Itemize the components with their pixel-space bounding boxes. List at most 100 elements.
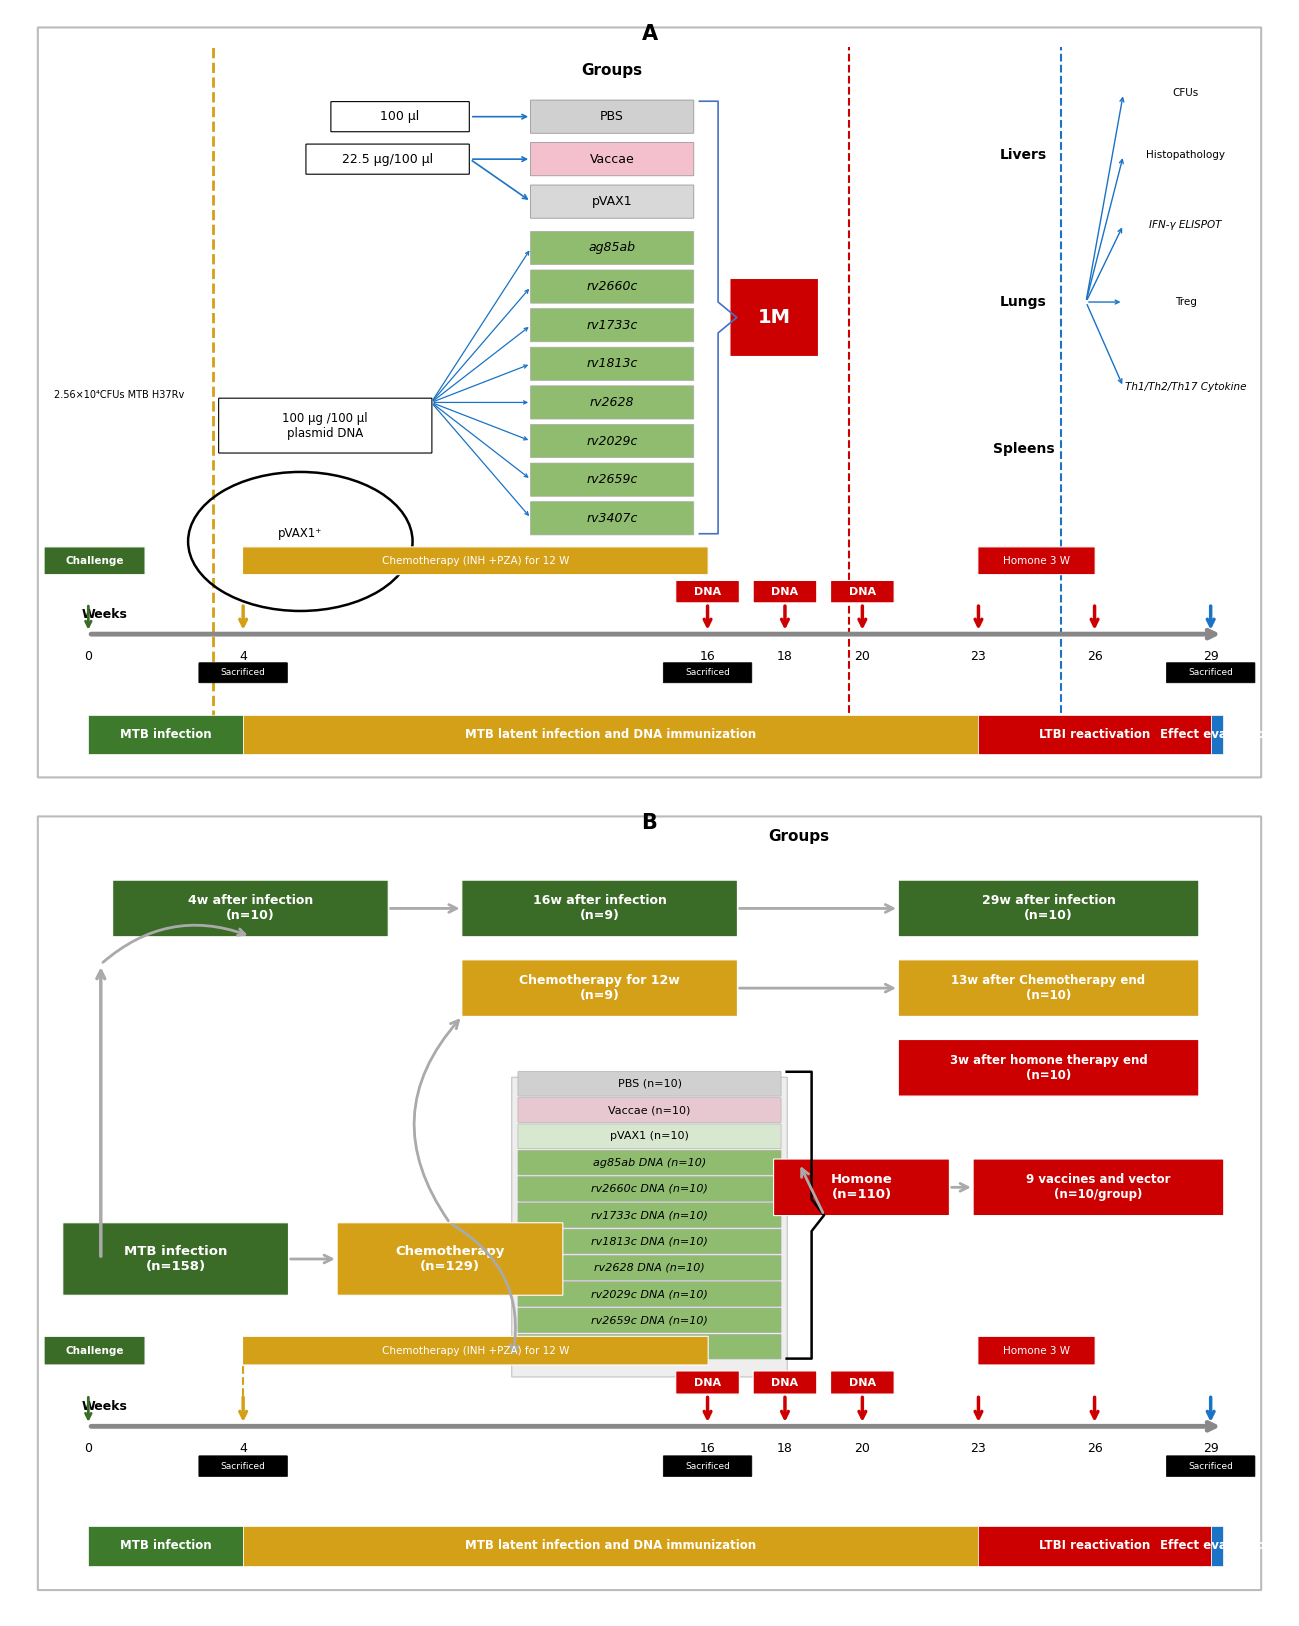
Text: 18: 18 [777, 1442, 792, 1455]
FancyBboxPatch shape [88, 715, 243, 754]
FancyBboxPatch shape [518, 1177, 781, 1202]
Text: DNA: DNA [772, 587, 799, 597]
Text: 20: 20 [855, 649, 870, 662]
Text: ag85ab DNA (n=10): ag85ab DNA (n=10) [592, 1158, 707, 1167]
Text: rv1813c: rv1813c [586, 358, 638, 371]
FancyBboxPatch shape [199, 1455, 287, 1476]
Text: rv2628: rv2628 [590, 397, 634, 408]
FancyBboxPatch shape [44, 1337, 145, 1364]
FancyBboxPatch shape [899, 1039, 1199, 1096]
Text: MTB latent infection and DNA immunization: MTB latent infection and DNA immunizatio… [465, 728, 756, 741]
Text: 1M: 1M [757, 307, 791, 327]
Text: Homone 3 W: Homone 3 W [1003, 556, 1070, 566]
Text: rv3407c DNA (n=10): rv3407c DNA (n=10) [591, 1341, 708, 1351]
FancyBboxPatch shape [518, 1281, 781, 1306]
Text: 26: 26 [1087, 1442, 1103, 1455]
Text: 100 μl: 100 μl [381, 111, 420, 124]
FancyBboxPatch shape [664, 663, 752, 683]
FancyBboxPatch shape [518, 1124, 781, 1148]
FancyBboxPatch shape [243, 1525, 978, 1566]
FancyBboxPatch shape [530, 309, 694, 341]
Text: Treg: Treg [1174, 298, 1196, 307]
FancyBboxPatch shape [199, 663, 287, 683]
Text: DNA: DNA [694, 587, 721, 597]
Text: 16: 16 [700, 1442, 716, 1455]
Text: Sacrificed: Sacrificed [221, 1462, 265, 1470]
Text: 23: 23 [970, 649, 986, 662]
FancyBboxPatch shape [899, 959, 1199, 1016]
FancyBboxPatch shape [1167, 1455, 1255, 1476]
Text: 26: 26 [1087, 649, 1103, 662]
FancyBboxPatch shape [243, 715, 978, 754]
Text: 4: 4 [239, 1442, 247, 1455]
Text: MTB infection: MTB infection [120, 1540, 212, 1553]
Text: Chemotherapy (INH +PZA) for 12 W: Chemotherapy (INH +PZA) for 12 W [382, 556, 569, 566]
FancyBboxPatch shape [518, 1072, 781, 1096]
FancyBboxPatch shape [774, 1159, 950, 1216]
FancyBboxPatch shape [530, 424, 694, 457]
FancyBboxPatch shape [518, 1335, 781, 1359]
FancyBboxPatch shape [530, 502, 694, 535]
Text: MTB latent infection and DNA immunization: MTB latent infection and DNA immunizatio… [465, 1540, 756, 1553]
Text: 4: 4 [239, 649, 247, 662]
FancyBboxPatch shape [88, 1525, 243, 1566]
Text: Groups: Groups [582, 63, 643, 78]
Text: 2.56×10⁴CFUs MTB H37Rv: 2.56×10⁴CFUs MTB H37Rv [55, 390, 184, 400]
Text: A: A [642, 24, 657, 44]
FancyBboxPatch shape [44, 546, 145, 574]
Text: Sacrificed: Sacrificed [685, 1462, 730, 1470]
Text: rv2660c DNA (n=10): rv2660c DNA (n=10) [591, 1184, 708, 1193]
FancyBboxPatch shape [530, 101, 694, 133]
FancyBboxPatch shape [675, 580, 739, 603]
Text: 20: 20 [855, 1442, 870, 1455]
Text: LTBI reactivation: LTBI reactivation [1039, 1540, 1150, 1553]
FancyBboxPatch shape [38, 28, 1261, 777]
FancyBboxPatch shape [518, 1307, 781, 1333]
Text: 100 μg /100 μl
plasmid DNA: 100 μg /100 μl plasmid DNA [282, 411, 368, 439]
Text: 4w after infection
(n=10): 4w after infection (n=10) [188, 894, 313, 922]
FancyBboxPatch shape [113, 880, 388, 937]
FancyBboxPatch shape [462, 959, 738, 1016]
Text: Chemotherapy for 12w
(n=9): Chemotherapy for 12w (n=9) [520, 974, 679, 1002]
Text: CFUs: CFUs [1173, 88, 1199, 99]
FancyBboxPatch shape [730, 278, 818, 356]
Text: Weeks: Weeks [82, 1400, 129, 1413]
FancyBboxPatch shape [530, 348, 694, 380]
FancyBboxPatch shape [664, 1455, 752, 1476]
Text: rv1733c: rv1733c [586, 319, 638, 332]
FancyBboxPatch shape [38, 816, 1261, 1590]
FancyBboxPatch shape [512, 1078, 787, 1377]
Text: Sacrificed: Sacrificed [685, 668, 730, 678]
Text: rv2660c: rv2660c [586, 280, 638, 293]
Text: Lungs: Lungs [1000, 294, 1047, 309]
Text: pVAX1: pVAX1 [592, 195, 633, 208]
Text: Spleens: Spleens [992, 442, 1055, 455]
FancyBboxPatch shape [530, 463, 694, 496]
Text: 13w after Chemotherapy end
(n=10): 13w after Chemotherapy end (n=10) [951, 974, 1146, 1002]
FancyBboxPatch shape [518, 1098, 781, 1122]
Text: 29: 29 [1203, 1442, 1218, 1455]
Text: pVAX1 (n=10): pVAX1 (n=10) [611, 1132, 688, 1141]
FancyBboxPatch shape [518, 1203, 781, 1228]
Text: rv1813c DNA (n=10): rv1813c DNA (n=10) [591, 1236, 708, 1247]
FancyBboxPatch shape [530, 385, 694, 420]
Text: rv2659c: rv2659c [586, 473, 638, 486]
FancyBboxPatch shape [307, 145, 469, 174]
FancyBboxPatch shape [753, 580, 817, 603]
FancyBboxPatch shape [218, 398, 431, 454]
Text: rv2029c DNA (n=10): rv2029c DNA (n=10) [591, 1289, 708, 1299]
FancyBboxPatch shape [530, 185, 694, 218]
Text: 0: 0 [84, 649, 92, 662]
Text: 29w after infection
(n=10): 29w after infection (n=10) [982, 894, 1116, 922]
Text: Challenge: Challenge [65, 556, 123, 566]
Text: Livers: Livers [1000, 148, 1047, 163]
Text: 18: 18 [777, 649, 792, 662]
FancyBboxPatch shape [978, 1337, 1095, 1364]
FancyBboxPatch shape [978, 546, 1095, 574]
Text: IFN-γ ELISPOT: IFN-γ ELISPOT [1150, 220, 1222, 229]
Text: PBS (n=10): PBS (n=10) [617, 1078, 682, 1089]
Text: ag85ab: ag85ab [588, 242, 635, 254]
Text: rv2029c: rv2029c [586, 434, 638, 447]
Text: MTB infection: MTB infection [120, 728, 212, 741]
Text: Histopathology: Histopathology [1146, 150, 1225, 161]
